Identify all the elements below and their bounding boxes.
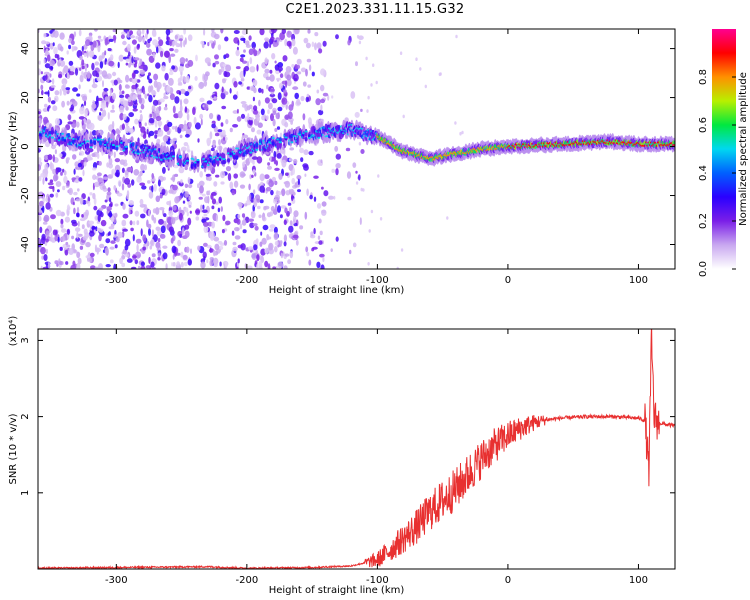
x-tick-label: 100 — [629, 575, 648, 586]
snr-y-axis-label: SNR (10 * v/v) — [8, 413, 19, 484]
x-tick-label: -200 — [236, 275, 259, 286]
y-tick-label: 40 — [20, 42, 31, 55]
y-tick-label: -20 — [20, 187, 31, 203]
y-tick-label: 1 — [20, 490, 31, 496]
spectrogram-x-axis-label: Height of straight line (km) — [269, 285, 405, 296]
colorbar-tick-label: 0.8 — [698, 69, 709, 85]
x-tick-label: 100 — [629, 275, 648, 286]
snr-series-line — [38, 329, 675, 569]
snr-frame — [37, 328, 676, 570]
y-tick-label: 3 — [20, 337, 31, 343]
y-tick-label: 2 — [20, 413, 31, 419]
snr-x-ticks: -300 -200 -100 0 100 — [105, 329, 648, 586]
spectrogram-y-axis-label: Frequency (Hz) — [8, 111, 19, 187]
spectrogram-y-ticks: -40 -20 0 20 40 — [20, 42, 675, 253]
snr-panel: -300 -200 -100 0 100 1 2 3 Height of straight … — [8, 316, 676, 596]
snr-line-group — [38, 329, 675, 569]
x-tick-label: 0 — [505, 575, 511, 586]
snr-y-ticks: 1 2 3 — [20, 337, 675, 496]
spectrogram-heatmap — [38, 29, 675, 269]
page-title: C2E1.2023.331.11.15.G32 — [285, 2, 465, 17]
colorbar: 0.0 0.2 0.4 0.6 0.8 Normalized spectral ampl… — [698, 29, 749, 277]
colorbar-ticks: 0.0 0.2 0.4 0.6 0.8 — [698, 69, 736, 277]
y-tick-label: 0 — [20, 143, 31, 149]
x-tick-label: -200 — [236, 575, 259, 586]
x-tick-label: -300 — [105, 275, 128, 286]
spectrogram-frame — [37, 28, 676, 270]
x-tick-label: 0 — [505, 275, 511, 286]
snr-x-axis-label: Height of straight line (km) — [269, 585, 405, 596]
colorbar-tick-label: 0.2 — [698, 213, 709, 229]
snr-scale-label: (x10⁴) — [8, 316, 19, 347]
colorbar-tick-label: 0.4 — [698, 165, 709, 181]
colorbar-tick-label: 0.6 — [698, 117, 709, 133]
y-tick-label: 20 — [20, 91, 31, 104]
x-tick-label: -100 — [366, 575, 389, 586]
colorbar-tick-label: 0.0 — [698, 261, 709, 277]
spectrogram-x-ticks: -300 -200 -100 0 100 — [105, 29, 648, 286]
colorbar-label: Normalized spectral amplitude — [738, 72, 749, 226]
colorbar-gradient — [712, 29, 736, 269]
y-tick-label: -40 — [20, 236, 31, 252]
x-tick-label: -300 — [105, 575, 128, 586]
x-tick-label: -100 — [366, 275, 389, 286]
